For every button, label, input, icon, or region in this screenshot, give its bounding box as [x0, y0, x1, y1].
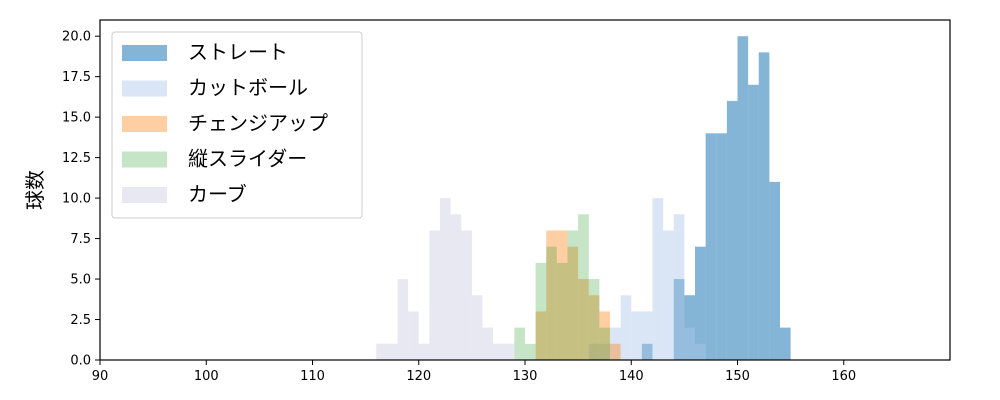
y-tick-label: 5.0: [70, 273, 91, 288]
histogram-bar: [386, 343, 398, 360]
legend-label: 縦スライダー: [188, 147, 307, 171]
legend-swatch: [122, 151, 167, 168]
histogram-bar: [567, 230, 579, 360]
legend-swatch: [122, 187, 167, 203]
series-0: [641, 36, 791, 360]
x-tick-label: 120: [406, 369, 431, 384]
x-tick-label: 110: [300, 369, 325, 384]
histogram-bar: [631, 311, 642, 360]
histogram-bar: [748, 84, 759, 360]
histogram-bar: [535, 262, 547, 360]
histogram-bar: [408, 311, 419, 360]
y-tick-label: 10.0: [62, 192, 91, 207]
histogram-bar: [610, 327, 621, 360]
histogram-bar: [673, 214, 685, 360]
histogram-bar: [695, 246, 706, 360]
y-axis-title: 球数: [23, 170, 47, 210]
histogram-bar: [556, 262, 568, 360]
histogram-bar: [599, 327, 610, 360]
series-1: [588, 198, 706, 360]
legend-swatch: [122, 45, 167, 61]
histogram-bar: [546, 230, 557, 360]
y-tick-label: 15.0: [62, 111, 91, 126]
x-tick-label: 130: [513, 369, 538, 384]
histogram-bar: [493, 343, 504, 360]
legend-box: [111, 31, 363, 219]
histogram-bar: [716, 133, 727, 360]
x-tick-label: 100: [194, 369, 219, 384]
histogram-bar: [503, 343, 515, 360]
histogram-bar: [652, 198, 664, 360]
histogram-bar: [471, 295, 483, 360]
histogram-bar: [641, 343, 653, 360]
x-tick-label: 150: [725, 369, 750, 384]
histogram-bar: [588, 295, 600, 360]
histogram-bar: [418, 343, 430, 360]
histogram-bar: [769, 181, 780, 360]
y-tick-label: 7.5: [70, 232, 91, 247]
y-tick-label: 20.0: [62, 30, 91, 45]
histogram-bar: [588, 279, 600, 360]
histogram-bar: [758, 52, 770, 360]
histogram-bar: [482, 327, 494, 360]
series-4: [376, 198, 515, 360]
histogram-bar: [578, 214, 589, 360]
histogram-bar: [535, 311, 547, 360]
x-axis: 90 100 110 120 130 140 150 160: [92, 360, 856, 384]
histogram-bar: [376, 343, 387, 360]
y-tick-label: 2.5: [70, 313, 91, 328]
histogram-bar: [567, 246, 579, 360]
histogram-bar: [663, 230, 674, 360]
legend-label: カーブ: [188, 182, 247, 206]
histogram-bar: [673, 279, 685, 360]
legend-swatch: [122, 80, 167, 97]
y-tick-label: 17.5: [62, 70, 91, 85]
series-3: [514, 214, 610, 360]
x-tick-label: 140: [619, 369, 644, 384]
histogram-bar: [684, 295, 695, 360]
histogram-bar: [546, 246, 557, 360]
histogram-bar: [397, 279, 409, 360]
y-tick-label: 12.5: [62, 151, 91, 166]
histogram-bar: [620, 295, 632, 360]
legend-label: チェンジアップ: [188, 111, 328, 135]
histogram-bar: [525, 343, 536, 360]
x-tick-label: 90: [92, 369, 109, 384]
legend-label: カットボール: [188, 76, 308, 100]
histogram-bar: [610, 343, 621, 360]
histogram-bar: [450, 214, 462, 360]
legend-swatch: [122, 116, 167, 132]
y-tick-label: 0.0: [70, 354, 91, 369]
histogram-bar: [737, 36, 749, 360]
x-tick-label: 160: [831, 369, 856, 384]
histogram-bar: [578, 279, 589, 360]
histogram-bar: [695, 343, 706, 360]
histogram-bar: [440, 198, 451, 360]
y-axis: 0.0 2.5 5.0 7.5 10.0 12.5 15.0 17.5 20.0: [62, 30, 100, 369]
histogram-bar: [429, 230, 440, 360]
histogram-bar: [705, 133, 717, 360]
histogram-bar: [599, 343, 610, 360]
histogram-bar: [514, 327, 525, 360]
histogram-bar: [599, 311, 610, 360]
histogram-bar: [588, 343, 600, 360]
histogram-bar: [641, 311, 653, 360]
bars-layer: [376, 36, 791, 360]
series-2: [535, 230, 621, 360]
histogram-bar: [556, 230, 568, 360]
histogram-bar: [780, 327, 791, 360]
histogram-bar: [684, 327, 695, 360]
histogram-bar: [726, 100, 738, 360]
legend-label: ストレート: [188, 40, 288, 64]
histogram-bar: [461, 230, 472, 360]
